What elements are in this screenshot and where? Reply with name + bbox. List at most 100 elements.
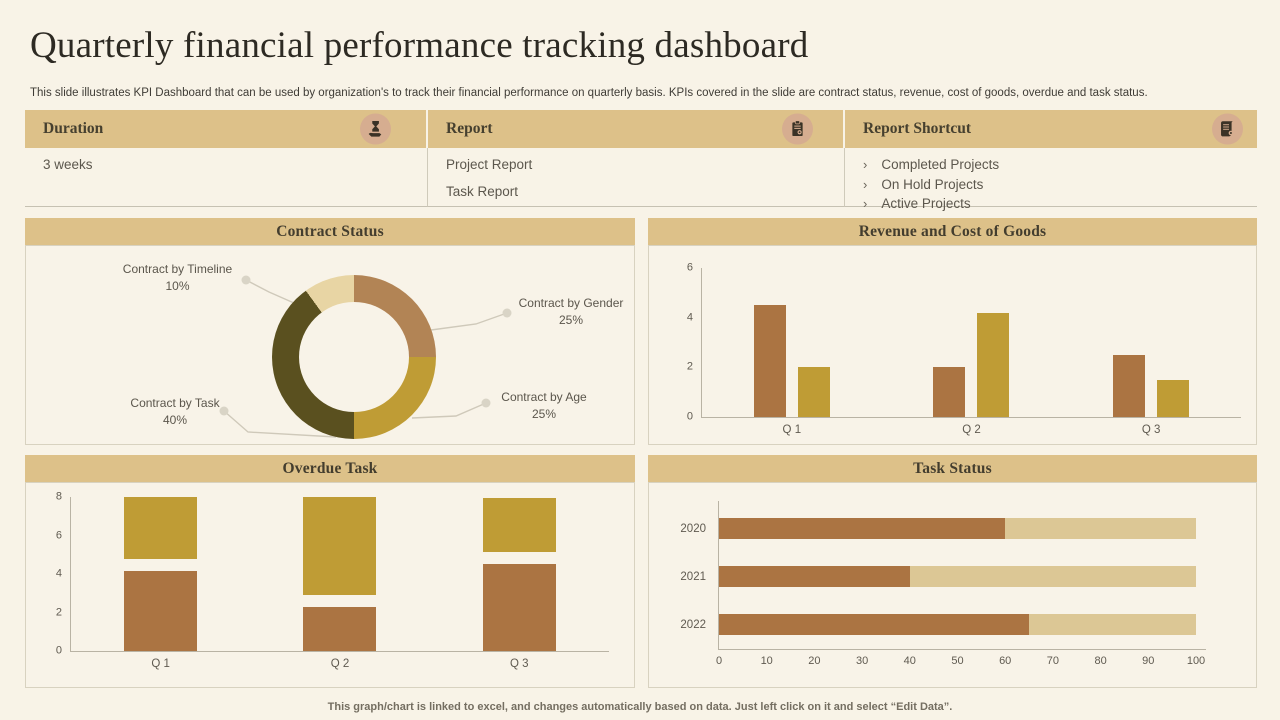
x-category-label: Q 1 (151, 658, 170, 670)
x-category-label: Q 1 (782, 424, 802, 436)
bar-cost-of-goods[interactable] (1157, 379, 1190, 417)
donut-label-task: Contract by Task 40% (130, 396, 220, 428)
y-axis-tick: 0 (55, 644, 62, 657)
list-item-label: Active Projects (881, 196, 971, 211)
y-axis-tick: 4 (686, 311, 693, 324)
hbar-segment-series_1[interactable] (719, 614, 1030, 635)
y-axis-tick: 6 (55, 529, 62, 541)
bar-group: Q 3 (482, 497, 556, 670)
list-item: Project Report (446, 157, 844, 172)
x-axis-tick: 10 (760, 655, 773, 667)
bar-series_2[interactable] (303, 497, 377, 595)
list-item-label: On Hold Projects (881, 176, 984, 192)
x-axis-tick: 50 (951, 655, 964, 667)
report-shortcut-header-label: Report Shortcut (863, 120, 972, 137)
report-value-cell: Project Report Task Report (428, 148, 845, 207)
scroll-icon (1212, 113, 1243, 145)
table-header-duration: Duration (25, 110, 428, 148)
table-header-report: Report (428, 110, 845, 148)
list-item: › On Hold Projects (863, 177, 1257, 192)
chevron-bullet: › (863, 176, 868, 192)
y-category-label: 2020 (680, 522, 706, 535)
contract-status-title: Contract Status (25, 218, 635, 245)
duration-value-cell: 3 weeks (25, 148, 428, 207)
list-item: 3 weeks (43, 157, 427, 172)
x-axis-tick: 40 (903, 655, 916, 667)
y-category-label: 2021 (680, 570, 706, 583)
task-status-title: Task Status (648, 455, 1257, 482)
overdue-task-panel: Overdue Task Q 1 Q 2 Q 3 0 2 4 6 8 (25, 455, 635, 688)
hbar-segment-series_2[interactable] (1005, 518, 1196, 539)
donut-label-gender: Contract by Gender 25% (518, 296, 624, 328)
overdue-plot-area: Q 1 Q 2 Q 3 0 2 4 6 8 (56, 491, 609, 670)
page-title: Quarterly financial performance tracking… (30, 25, 809, 66)
y-axis-tick: 0 (686, 410, 693, 423)
overdue-task-chart[interactable]: Q 1 Q 2 Q 3 0 2 4 6 8 (25, 482, 635, 688)
task-status-panel: Task Status 2020 2021 2022 0 10 20 30 40 50 60 70… (648, 455, 1257, 688)
footer-note: This graph/chart is linked to excel, and… (327, 701, 953, 713)
overdue-task-title: Overdue Task (25, 455, 635, 482)
bar-series_1[interactable] (482, 564, 556, 651)
x-axis-tick: 90 (1142, 655, 1155, 667)
hbar-segment-series_1[interactable] (719, 566, 910, 587)
bar-revenue[interactable] (753, 305, 786, 417)
list-item-label: Completed Projects (881, 157, 1000, 172)
list-item-label: Task Report (446, 184, 519, 199)
x-axis-tick: 20 (808, 655, 821, 667)
revenue-cogs-title: Revenue and Cost of Goods (648, 218, 1257, 245)
list-item-label: Project Report (446, 157, 533, 172)
contract-status-chart[interactable]: Contract by Timeline 10% Contract by Gen… (25, 245, 635, 445)
task-y-axis-line (718, 501, 719, 649)
x-axis-tick: 0 (715, 655, 723, 667)
revenue-plot-area: Q 1 Q 2 Q 3 0 2 4 6 (687, 262, 1241, 436)
hbar-row: 2021 (680, 566, 1196, 587)
contract-status-panel: Contract Status Contract by Timeline 10%… (25, 218, 635, 445)
chevron-bullet: › (863, 157, 868, 172)
bar-series_2[interactable] (124, 497, 198, 560)
info-table-value-row: 3 weeks Project Report Task Report › Compl… (25, 148, 1257, 211)
bar-revenue[interactable] (933, 367, 966, 417)
hourglass-hand-icon (360, 113, 391, 145)
info-table-header-row: Duration Report (25, 110, 1257, 148)
bar-group: Q 1 (753, 268, 830, 436)
hbar-segment-series_2[interactable] (909, 566, 1196, 587)
hbar-row: 2022 (680, 614, 1196, 635)
info-table: Duration Report (25, 110, 1257, 211)
y-axis-tick: 2 (686, 360, 693, 373)
x-axis-tick: 80 (1094, 655, 1107, 667)
donut-label-timeline: Contract by Timeline 10% (122, 262, 233, 294)
x-axis-tick: 100 (1186, 655, 1206, 667)
revenue-cogs-chart[interactable]: Q 1 Q 2 Q 3 0 2 4 6 (648, 245, 1257, 445)
bar-group: Q 2 (933, 268, 1010, 436)
task-status-chart[interactable]: 2020 2021 2022 0 10 20 30 40 50 60 70 80 90 100 (648, 482, 1257, 688)
hbar-segment-series_1[interactable] (719, 518, 1006, 539)
bar-cost-of-goods[interactable] (977, 312, 1010, 417)
duration-header-label: Duration (43, 120, 104, 137)
hbar-row: 2020 (680, 518, 1196, 539)
donut-label-age: Contract by Age 25% (501, 390, 587, 422)
y-category-label: 2022 (680, 618, 706, 631)
hbar-segment-series_2[interactable] (1029, 614, 1196, 635)
y-axis-tick: 8 (55, 490, 62, 503)
bar-revenue[interactable] (1113, 354, 1146, 417)
report-shortcut-value-cell: › Completed Projects › On Hold Projects › Act… (845, 148, 1257, 211)
x-category-label: Q 2 (330, 658, 350, 670)
bar-group: Q 3 (1113, 268, 1190, 436)
table-header-report-shortcut: Report Shortcut (845, 110, 1257, 148)
bar-series_1[interactable] (303, 606, 377, 651)
x-axis-tick: 60 (999, 655, 1012, 667)
bar-cost-of-goods[interactable] (797, 367, 830, 417)
x-axis-tick: 30 (855, 655, 869, 667)
page-subtitle: This slide illustrates KPI Dashboard tha… (30, 87, 1148, 99)
y-axis-tick: 4 (55, 567, 62, 580)
y-axis-tick: 2 (55, 606, 62, 618)
bar-series_1[interactable] (124, 571, 198, 651)
task-x-axis-line (718, 649, 1206, 650)
bar-group: Q 2 (303, 497, 377, 670)
contract-status-donut[interactable] (272, 275, 436, 439)
list-item: Task Report (446, 184, 844, 199)
bar-series_2[interactable] (482, 498, 556, 553)
list-item-label: 3 weeks (43, 157, 93, 172)
list-item: › Active Projects (863, 196, 1257, 211)
x-category-label: Q 2 (962, 424, 981, 436)
